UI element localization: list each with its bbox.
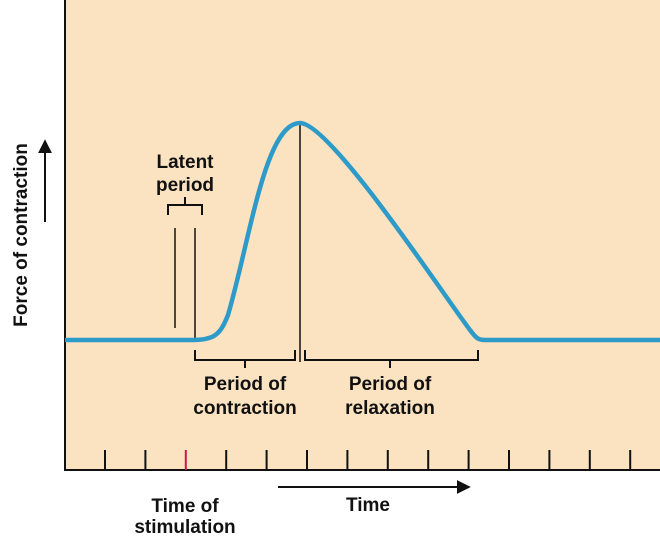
- y-axis-label: Force of contraction: [11, 143, 32, 327]
- twitch-curve: [65, 120, 660, 343]
- annotation: Latent: [157, 152, 215, 173]
- annotation: stimulation: [134, 517, 235, 537]
- guide-lines: [174, 123, 301, 362]
- annotation: relaxation: [345, 398, 435, 419]
- time-ticks: [104, 450, 632, 470]
- annotation: Period of: [204, 374, 287, 395]
- plot-area: [65, 0, 660, 470]
- annotation: Time of: [151, 496, 219, 517]
- brackets: [167, 197, 479, 368]
- annotation: contraction: [193, 398, 296, 419]
- annotation: period: [156, 175, 214, 196]
- annotation: Period of: [349, 374, 432, 395]
- x-axis-label: Time: [346, 495, 390, 516]
